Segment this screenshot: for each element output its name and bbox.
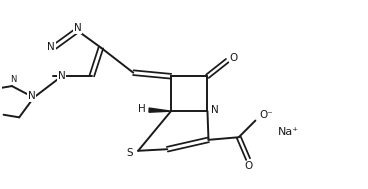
Text: N: N [211, 105, 219, 115]
Text: O: O [229, 53, 238, 63]
Text: N: N [57, 71, 65, 81]
Text: H: H [138, 104, 146, 114]
Polygon shape [149, 108, 171, 112]
Text: N: N [28, 91, 36, 101]
Text: O⁻: O⁻ [259, 110, 273, 120]
Text: N: N [10, 75, 16, 84]
Text: O: O [244, 161, 252, 171]
Text: Na⁺: Na⁺ [278, 127, 299, 137]
Text: S: S [126, 148, 132, 158]
Text: N: N [47, 42, 55, 52]
Text: N: N [74, 23, 82, 33]
